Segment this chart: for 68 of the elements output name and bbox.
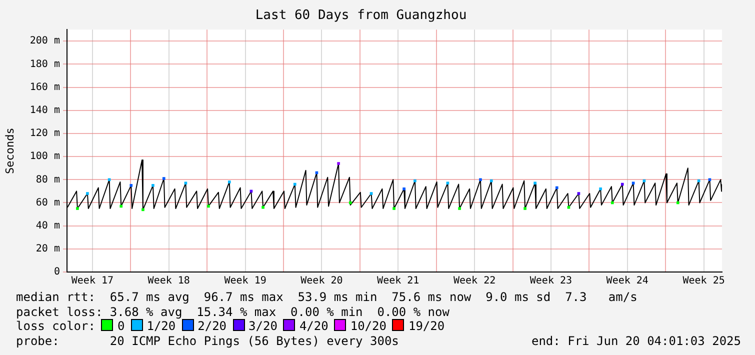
y-tick-label: 60 m	[36, 197, 60, 208]
point	[337, 162, 340, 165]
point	[620, 182, 624, 186]
y-tick-label: 160 m	[30, 82, 60, 93]
point	[708, 178, 712, 182]
legend-label: 2/20	[198, 319, 227, 333]
point	[130, 184, 133, 187]
point	[86, 192, 89, 195]
legend-label: 4/20	[299, 319, 328, 333]
legend-label: 3/20	[248, 319, 278, 333]
point	[599, 187, 602, 190]
text: median rtt: 65.7 ms avg 96.7 ms max 53.9 ms min 75.6 ms now 9.0 ms sd 7.3 am/s	[16, 290, 638, 304]
point	[414, 179, 416, 182]
point	[490, 179, 493, 182]
point	[567, 206, 570, 209]
point	[348, 201, 352, 204]
point	[555, 186, 558, 190]
text: probe: 20 ICMP Echo Pings (56 Bytes) every 300s	[16, 334, 399, 348]
y-axis-title: Seconds	[3, 128, 16, 174]
x-tick-label: Week 25	[682, 276, 725, 287]
point	[108, 178, 111, 182]
point	[446, 182, 450, 185]
point	[120, 204, 123, 208]
point	[262, 206, 264, 209]
legend-label: 19/20	[408, 319, 445, 333]
point	[479, 178, 482, 182]
x-tick-label: Week 19	[224, 276, 266, 287]
y-tick-label: 100 m	[30, 151, 60, 162]
x-tick-label: Week 24	[606, 276, 648, 287]
point	[534, 182, 536, 185]
point	[152, 184, 154, 187]
legend-label: 0	[117, 319, 125, 333]
y-tick-label: 40 m	[36, 220, 60, 232]
point	[228, 180, 231, 184]
point	[524, 207, 526, 210]
text: packet loss: 3.68 % avg 15.34 % max 0.00 % min 0.00 % now	[16, 304, 450, 319]
x-tick-label: Week 22	[453, 276, 496, 287]
point	[610, 201, 614, 204]
y-tick-label: 0	[54, 266, 60, 278]
y-tick-label: 180 m	[30, 58, 60, 70]
y-tick-label: 80 m	[36, 174, 60, 186]
point	[577, 192, 580, 195]
legend-label: 1/20	[146, 319, 176, 333]
point	[402, 187, 406, 190]
x-tick-label: Week 18	[148, 276, 190, 287]
y-tick-label: 200 m	[30, 36, 60, 47]
chart-title: Last 60 Days from Guangzhou	[255, 8, 467, 24]
y-tick-label: 140 m	[30, 104, 60, 116]
point	[370, 192, 373, 195]
point	[458, 207, 461, 210]
point	[676, 201, 680, 204]
legend-title: loss color:	[16, 319, 96, 333]
x-tick-label: Week 20	[300, 276, 343, 287]
text: end: Fri Jun 20 04:01:03 2025	[531, 334, 741, 348]
point	[142, 208, 144, 212]
point	[184, 182, 188, 185]
y-tick-label: 20 m	[36, 244, 60, 255]
y-tick-label: 120 m	[30, 128, 60, 140]
point	[632, 182, 635, 185]
x-tick-label: Week 23	[530, 276, 572, 287]
legend-label: 10/20	[350, 319, 386, 333]
x-tick-label: Week 21	[377, 276, 420, 287]
point	[162, 177, 166, 180]
point	[293, 182, 296, 186]
point	[392, 207, 396, 210]
point	[207, 204, 210, 208]
x-tick-label: Week 17	[71, 276, 114, 287]
point	[76, 207, 79, 210]
